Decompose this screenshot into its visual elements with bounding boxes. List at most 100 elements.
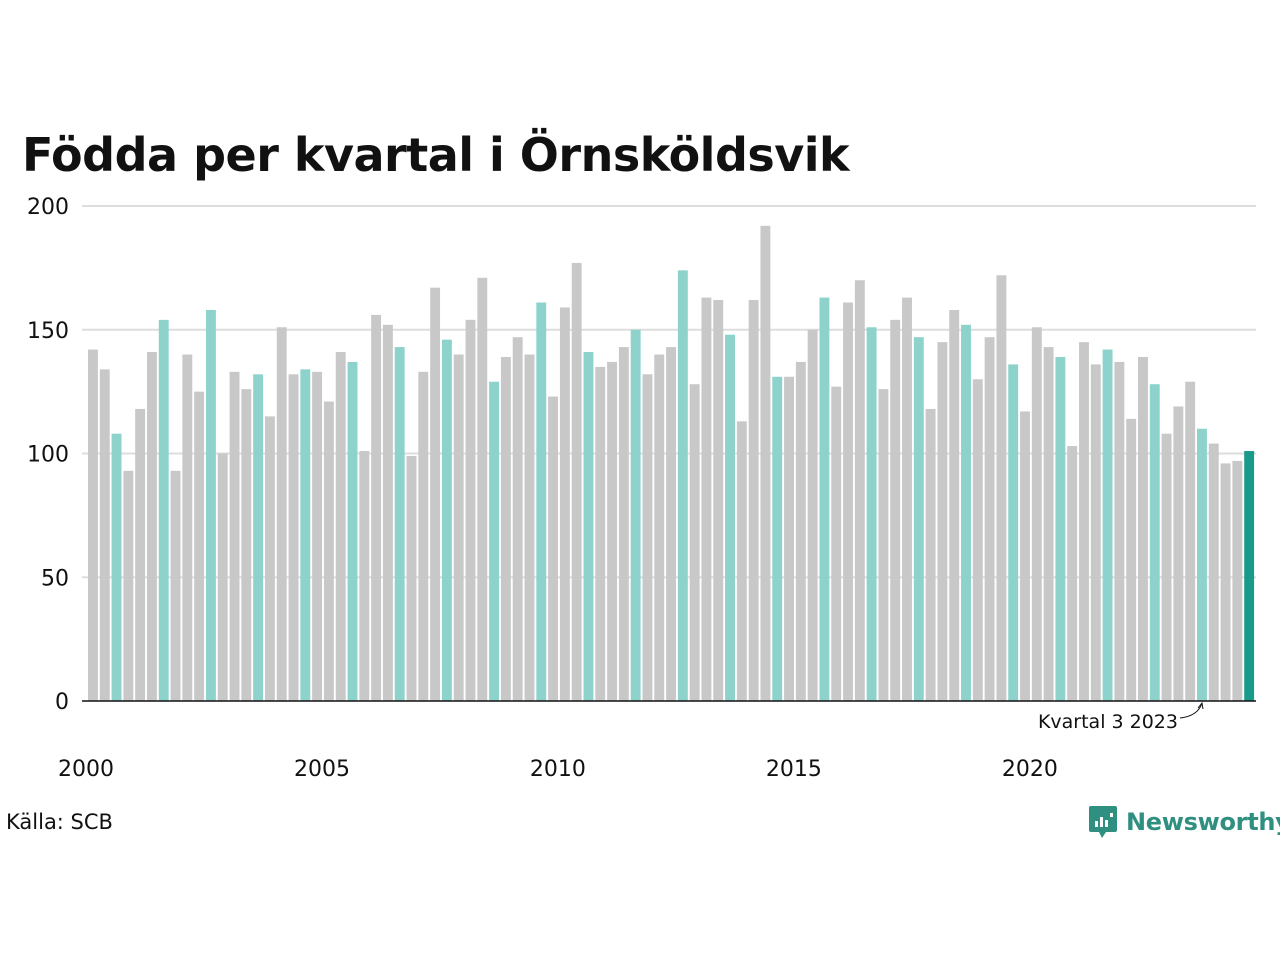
bar — [1244, 451, 1255, 701]
bar — [866, 327, 877, 701]
bar — [500, 356, 511, 701]
bar — [1079, 342, 1089, 702]
bar — [1020, 411, 1030, 701]
bar — [1149, 384, 1160, 701]
bar — [583, 352, 594, 701]
bar — [453, 354, 464, 701]
bar — [418, 371, 429, 701]
bar — [1138, 356, 1148, 701]
bar — [559, 307, 570, 701]
bar — [335, 352, 346, 701]
bar — [1043, 347, 1054, 701]
bar — [88, 349, 98, 701]
bar — [300, 369, 311, 701]
bar — [1090, 364, 1101, 701]
bar — [477, 277, 488, 701]
x-tick-label: 2010 — [530, 757, 586, 782]
source-label: Källa: SCB — [6, 810, 113, 834]
bar — [548, 396, 559, 701]
bar — [394, 347, 405, 701]
bar — [1208, 443, 1219, 701]
bar — [524, 354, 535, 701]
bar — [618, 347, 629, 701]
bar — [807, 329, 818, 701]
bar — [961, 324, 971, 701]
bar — [854, 280, 865, 701]
bar — [99, 369, 110, 701]
bar — [819, 297, 830, 701]
newsworthy-logo-text: Newsworthy — [1126, 808, 1280, 836]
bar — [359, 451, 370, 701]
bar — [1185, 381, 1196, 701]
bar — [1161, 433, 1172, 701]
bar — [536, 302, 547, 701]
bar — [701, 297, 712, 701]
bar — [843, 302, 853, 701]
bar — [406, 455, 417, 701]
bar — [264, 416, 275, 702]
bar — [441, 339, 452, 701]
bar — [949, 309, 960, 701]
bar — [748, 300, 759, 701]
bar — [241, 389, 252, 701]
bar — [784, 376, 794, 701]
bar — [430, 287, 441, 701]
bar — [654, 354, 665, 701]
bar — [1067, 446, 1078, 701]
bar — [1197, 428, 1207, 701]
bar — [1173, 406, 1184, 701]
bar — [1114, 361, 1125, 701]
bar — [713, 300, 724, 701]
bar — [1220, 463, 1231, 701]
bar — [1031, 327, 1042, 701]
bar — [630, 329, 641, 701]
bar — [288, 374, 299, 701]
y-tick-label: 0 — [55, 690, 69, 715]
bar — [890, 319, 901, 701]
bar — [323, 401, 334, 701]
bar — [1126, 418, 1137, 701]
bar — [831, 386, 842, 701]
bar — [795, 361, 806, 701]
bar — [595, 366, 606, 702]
bar — [158, 319, 169, 701]
bar — [371, 314, 382, 701]
bar — [253, 374, 264, 701]
bar — [205, 309, 216, 701]
bar — [984, 337, 995, 701]
bar — [725, 334, 735, 701]
bar — [182, 354, 193, 701]
bar — [925, 408, 936, 701]
bar — [465, 319, 476, 701]
bar — [607, 361, 618, 701]
bar — [217, 453, 228, 701]
y-tick-label: 100 — [27, 443, 69, 468]
x-tick-label: 2015 — [766, 757, 822, 782]
bar — [146, 352, 157, 701]
bar — [135, 408, 146, 701]
bar — [111, 433, 122, 701]
bar — [1008, 364, 1019, 701]
bar — [382, 324, 393, 701]
bar — [512, 337, 523, 701]
bar — [642, 374, 653, 701]
bar — [913, 337, 924, 701]
bar — [229, 371, 240, 701]
bar — [571, 262, 582, 701]
annotation-arrowhead — [1197, 701, 1204, 710]
x-tick-label: 2000 — [58, 757, 114, 782]
bar — [276, 327, 287, 701]
newsworthy-logo-icon — [1089, 806, 1117, 838]
bar — [1102, 349, 1113, 701]
bar — [1055, 356, 1066, 701]
newsworthy-logo: Newsworthy — [1088, 804, 1280, 840]
bar — [194, 391, 205, 702]
bar — [170, 470, 181, 701]
bar — [677, 270, 688, 701]
bar — [689, 384, 700, 701]
bar — [878, 389, 889, 701]
annotation-label: Kvartal 3 2023 — [1038, 711, 1178, 733]
bar — [666, 347, 676, 701]
bar — [347, 361, 358, 701]
